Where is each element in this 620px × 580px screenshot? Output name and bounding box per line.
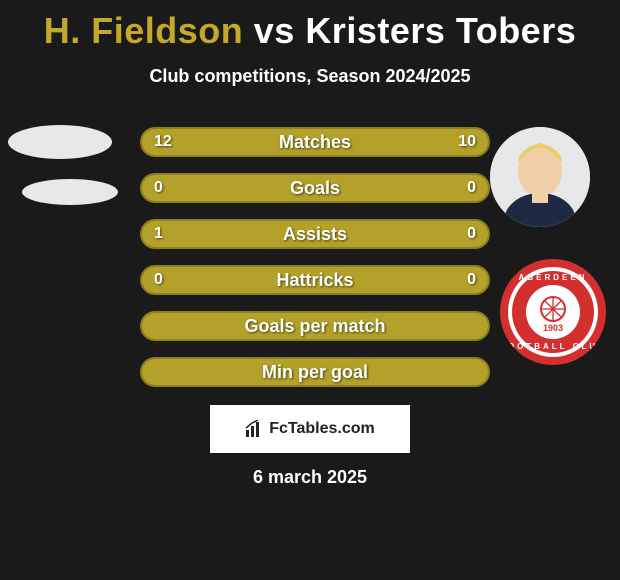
crest-top-text: ABERDEEN — [500, 273, 606, 282]
avatar-face-icon — [490, 127, 590, 227]
title-vs: vs — [254, 10, 306, 51]
stat-value-right: 0 — [467, 271, 476, 289]
player2-club-crest: ABERDEEN FOOTBALL CLUB 1903 — [500, 259, 606, 365]
stat-bar: 12 10 Matches — [140, 127, 490, 157]
comparison-title: H. Fieldson vs Kristers Tobers — [0, 0, 620, 52]
stat-value-left: 12 — [154, 133, 172, 151]
stat-value-left: 0 — [154, 271, 163, 289]
stat-bar: 0 0 Goals — [140, 173, 490, 203]
stat-label: Goals — [290, 178, 340, 199]
watermark: FcTables.com — [210, 405, 410, 453]
crest-bottom-text: FOOTBALL CLUB — [500, 342, 606, 351]
stat-bar: Goals per match — [140, 311, 490, 341]
crest-center: 1903 — [526, 285, 580, 339]
stat-value-left: 1 — [154, 225, 163, 243]
stat-label: Matches — [279, 132, 351, 153]
stat-bars: 1210Matches00Goals10Assists00HattricksGo… — [140, 127, 490, 403]
date: 6 march 2025 — [0, 467, 620, 488]
stat-bar: 1 0 Assists — [140, 219, 490, 249]
subtitle: Club competitions, Season 2024/2025 — [0, 66, 620, 87]
stat-label: Goals per match — [244, 316, 385, 337]
player1-club-crest — [22, 179, 118, 205]
stat-value-right: 0 — [467, 179, 476, 197]
watermark-text: FcTables.com — [269, 420, 375, 438]
player1-avatar — [8, 125, 112, 159]
stat-bar: Min per goal — [140, 357, 490, 387]
player2-name: Kristers Tobers — [305, 10, 576, 51]
player1-name: H. Fieldson — [44, 10, 244, 51]
crest-year: 1903 — [543, 323, 563, 333]
stat-label: Assists — [283, 224, 347, 245]
stat-label: Min per goal — [262, 362, 368, 383]
stat-bar: 0 0 Hattricks — [140, 265, 490, 295]
stat-label: Hattricks — [276, 270, 353, 291]
stat-value-right: 0 — [467, 225, 476, 243]
stat-value-right: 10 — [458, 133, 476, 151]
chart-icon — [245, 420, 263, 438]
crest-center-icon: 1903 — [526, 285, 580, 339]
stat-value-left: 0 — [154, 179, 163, 197]
bar-fill-right — [315, 175, 488, 201]
player2-avatar — [490, 127, 590, 227]
